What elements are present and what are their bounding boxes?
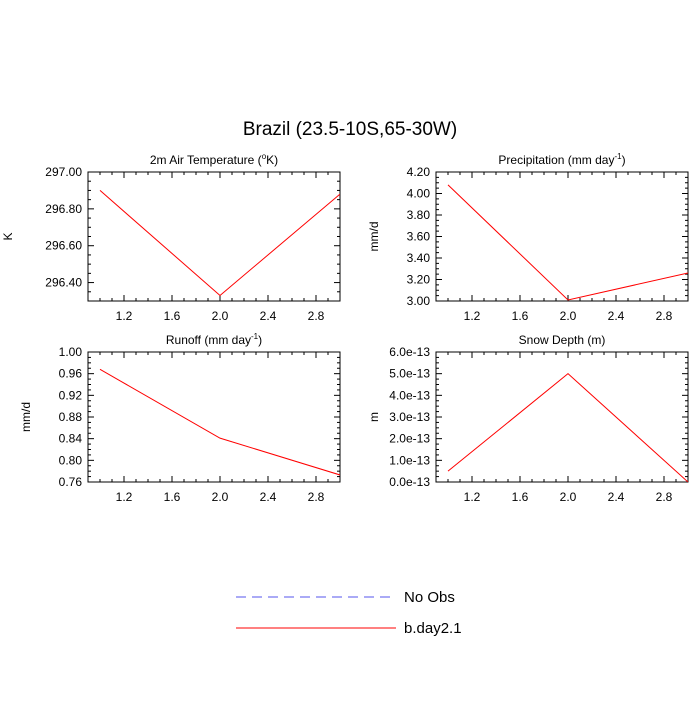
y-tick-label: 0.92 <box>59 388 83 402</box>
y-tick-label: 1.0e-13 <box>389 453 430 467</box>
series-line-b-day2-1 <box>99 368 340 476</box>
panel-title: 2m Air Temperature (oK) <box>150 152 278 167</box>
x-tick-label: 1.2 <box>116 309 133 323</box>
legend-label-1: No Obs <box>404 589 455 606</box>
y-tick-label: 296.60 <box>45 239 82 253</box>
panel-title: Runoff (mm day-1) <box>166 332 262 347</box>
y-tick-label: 6.0e-13 <box>389 345 430 359</box>
panel-title: Snow Depth (m) <box>519 333 606 347</box>
y-tick-label: 3.60 <box>407 230 431 244</box>
panel-title-suffix: K) <box>266 153 278 167</box>
x-tick-label: 2.0 <box>560 309 577 323</box>
y-tick-label: 1.00 <box>59 345 83 359</box>
x-tick-label: 2.0 <box>560 490 577 504</box>
panel-4: Snow Depth (m) m 1.2 1.6 2.0 2.4 2.8 0.0e-13 1.0… <box>367 333 689 504</box>
y-tick-label: 0.0e-13 <box>389 475 430 489</box>
panel-1: 2m Air Temperature (oK) K 1.2 1.6 2.0 2.4 2.8 2… <box>1 152 341 323</box>
y-axis-label: m <box>367 412 381 422</box>
x-tick-label: 2.4 <box>260 490 277 504</box>
x-tick-label: 2.4 <box>260 309 277 323</box>
y-tick-label: 3.00 <box>407 294 431 308</box>
series-line-b-day2-1 <box>447 373 688 482</box>
x-tick-label: 2.0 <box>212 490 229 504</box>
y-tick-label: 4.0e-13 <box>389 388 430 402</box>
y-axis-label: K <box>1 232 15 240</box>
y-tick-label: 3.40 <box>407 251 431 265</box>
y-tick-label: 3.80 <box>407 208 431 222</box>
y-tick-label: 0.84 <box>59 432 83 446</box>
x-tick-label: 2.8 <box>308 309 325 323</box>
x-tick-label: 1.2 <box>464 309 481 323</box>
x-tick-label: 1.2 <box>464 490 481 504</box>
y-tick-label: 0.80 <box>59 453 83 467</box>
panel-title: Precipitation (mm day-1) <box>498 152 625 167</box>
series-line-b-day2-1 <box>99 190 340 297</box>
legend: No Obs b.day2.1 <box>236 589 462 637</box>
x-tick-label: 1.6 <box>164 309 181 323</box>
y-tick-label: 296.40 <box>45 276 82 290</box>
y-tick-label: 0.76 <box>59 475 83 489</box>
y-axis-label: mm/d <box>19 402 33 432</box>
panels: 2m Air Temperature (oK) K 1.2 1.6 2.0 2.4 2.8 2… <box>1 152 689 504</box>
y-axis-label: mm/d <box>367 222 381 252</box>
panel-title-superscript: o <box>262 152 267 161</box>
panel-title-text: Precipitation (mm day <box>498 153 614 167</box>
x-tick-label: 2.4 <box>608 309 625 323</box>
x-tick-label: 2.0 <box>212 309 229 323</box>
y-tick-label: 2.0e-13 <box>389 432 430 446</box>
y-tick-label: 3.0e-13 <box>389 410 430 424</box>
panel-title-text: Runoff (mm day <box>166 333 251 347</box>
panel-2: Precipitation (mm day-1) mm/d 1.2 1.6 2.0 2.4… <box>367 152 689 323</box>
panel-title-superscript: -1 <box>251 332 259 341</box>
x-tick-label: 1.6 <box>512 490 529 504</box>
x-tick-label: 2.4 <box>608 490 625 504</box>
x-tick-label: 1.2 <box>116 490 133 504</box>
y-tick-label: 0.88 <box>59 410 83 424</box>
y-tick-label: 3.20 <box>407 273 431 287</box>
x-tick-label: 2.8 <box>656 490 673 504</box>
panel-title-text: Snow Depth (m) <box>519 333 606 347</box>
y-tick-label: 4.00 <box>407 187 431 201</box>
series-line-b-day2-1 <box>447 184 688 301</box>
panel-3: Runoff (mm day-1) mm/d 1.2 1.6 2.0 2.4 2.8 0.76… <box>19 332 341 504</box>
legend-label-2: b.day2.1 <box>404 620 462 637</box>
x-tick-label: 2.8 <box>308 490 325 504</box>
panel-title-suffix: ) <box>622 153 626 167</box>
x-tick-label: 1.6 <box>164 490 181 504</box>
x-tick-label: 2.8 <box>656 309 673 323</box>
figure-title: Brazil (23.5-10S,65-30W) <box>243 119 457 140</box>
y-tick-label: 0.96 <box>59 367 83 381</box>
y-tick-label: 4.20 <box>407 165 431 179</box>
panel-title-superscript: -1 <box>614 152 622 161</box>
y-tick-label: 5.0e-13 <box>389 367 430 381</box>
panel-title-text: 2m Air Temperature ( <box>150 153 262 167</box>
y-tick-label: 296.80 <box>45 202 82 216</box>
y-tick-label: 297.00 <box>45 165 82 179</box>
panel-title-suffix: ) <box>258 333 262 347</box>
x-tick-label: 1.6 <box>512 309 529 323</box>
